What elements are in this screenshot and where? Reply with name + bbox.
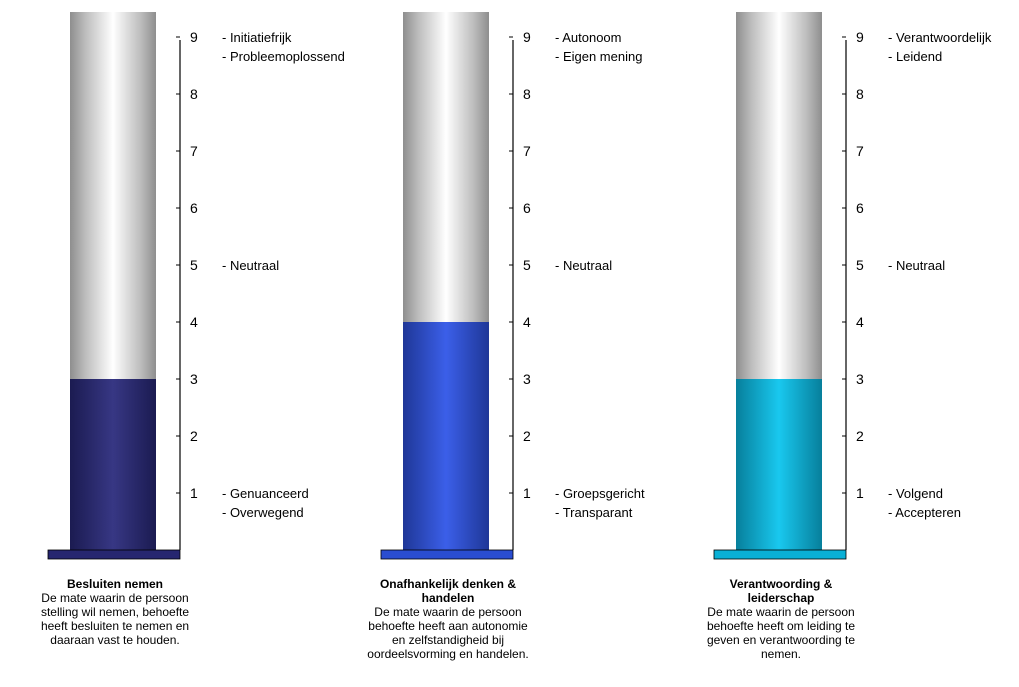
tick-label: 1 bbox=[856, 485, 864, 501]
annotation-label: - Genuanceerd bbox=[222, 486, 309, 501]
tick-label: 6 bbox=[856, 200, 864, 216]
gauge-verantwoording-leiderschap: 1 2 3 4 5 6 7 8 9 - Verantwoordelijk - Leidend - Ne… bbox=[666, 0, 996, 687]
tick-label: 5 bbox=[523, 257, 531, 273]
tick-label: 2 bbox=[856, 428, 864, 444]
gauge-base bbox=[380, 549, 514, 560]
tick-label: 7 bbox=[190, 143, 198, 159]
annotation-label: - Leidend bbox=[888, 49, 942, 64]
annotation-label: - Neutraal bbox=[555, 258, 612, 273]
tick-label: 4 bbox=[190, 314, 198, 330]
tick-label: 9 bbox=[523, 29, 531, 45]
tick-label: 1 bbox=[523, 485, 531, 501]
tick-label: 3 bbox=[856, 371, 864, 387]
tick-label: 1 bbox=[190, 485, 198, 501]
tick-label: 2 bbox=[190, 428, 198, 444]
gauge-chart: 1 2 3 4 5 6 7 8 9 - Autonoom - Eigen mening - Neutr… bbox=[380, 12, 645, 560]
tick-label: 5 bbox=[856, 257, 864, 273]
chart-description: De mate waarin de persoon behoefte heeft… bbox=[367, 605, 529, 661]
tick-label: 4 bbox=[856, 314, 864, 330]
annotation-label: - Neutraal bbox=[222, 258, 279, 273]
gauge-chart: 1 2 3 4 5 6 7 8 9 - Initiatiefrijk - Probleemoplos… bbox=[47, 12, 345, 560]
tick-label: 8 bbox=[856, 86, 864, 102]
gauge-base bbox=[47, 549, 181, 560]
annotation-label: - Overwegend bbox=[222, 505, 304, 520]
tick-label: 7 bbox=[856, 143, 864, 159]
annotation-label: - Transparant bbox=[555, 505, 633, 520]
annotation-label: - Neutraal bbox=[888, 258, 945, 273]
gauge-chart: 1 2 3 4 5 6 7 8 9 - Verantwoordelijk - Leidend - Ne… bbox=[713, 12, 992, 560]
chart-description: De mate waarin de persoon behoefte heeft… bbox=[706, 605, 856, 661]
chart-description: De mate waarin de persoon stelling wil n… bbox=[40, 591, 190, 647]
annotation-label: - Eigen mening bbox=[555, 49, 642, 64]
tick-label: 8 bbox=[190, 86, 198, 102]
annotation-label: - Volgend bbox=[888, 486, 943, 501]
tick-label: 7 bbox=[523, 143, 531, 159]
tick-label: 4 bbox=[523, 314, 531, 330]
tick-label: 3 bbox=[523, 371, 531, 387]
annotation-label: - Groepsgericht bbox=[555, 486, 645, 501]
tick-label: 8 bbox=[523, 86, 531, 102]
annotation-label: - Probleemoplossend bbox=[222, 49, 345, 64]
annotation-label: - Autonoom bbox=[555, 30, 622, 45]
tick-label: 3 bbox=[190, 371, 198, 387]
gauge-base bbox=[713, 549, 847, 560]
gauge-fill-bar bbox=[736, 379, 822, 550]
tick-label: 2 bbox=[523, 428, 531, 444]
chart-title: Onafhankelijk denken & handelen bbox=[379, 577, 517, 605]
tick-label: 6 bbox=[523, 200, 531, 216]
gauge-fill-bar bbox=[70, 379, 156, 550]
tick-label: 6 bbox=[190, 200, 198, 216]
gauge-besluiten-nemen: 1 2 3 4 5 6 7 8 9 - Initiatiefrijk - Probleemoplos… bbox=[0, 0, 345, 687]
chart-title: Besluiten nemen bbox=[66, 577, 164, 591]
tick-label: 5 bbox=[190, 257, 198, 273]
tick-label: 9 bbox=[190, 29, 198, 45]
annotation-label: - Verantwoordelijk bbox=[888, 30, 992, 45]
annotation-label: - Accepteren bbox=[888, 505, 961, 520]
gauge-onafhankelijk-denken: 1 2 3 4 5 6 7 8 9 - Autonoom - Eigen mening - Neutr… bbox=[333, 0, 663, 687]
tick-label: 9 bbox=[856, 29, 864, 45]
annotation-label: - Initiatiefrijk bbox=[222, 30, 292, 45]
chart-title: Verantwoording & leiderschap bbox=[729, 577, 833, 605]
gauge-fill-bar bbox=[403, 322, 489, 550]
